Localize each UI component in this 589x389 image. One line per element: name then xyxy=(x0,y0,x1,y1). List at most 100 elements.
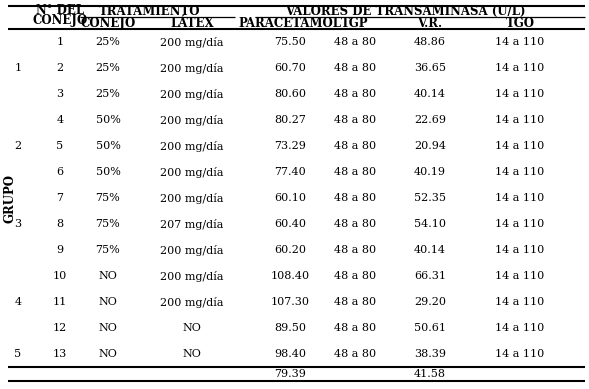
Text: 40.14: 40.14 xyxy=(414,89,446,99)
Text: 200 mg/día: 200 mg/día xyxy=(160,140,224,151)
Text: 75%: 75% xyxy=(95,245,120,255)
Text: 38.39: 38.39 xyxy=(414,349,446,359)
Text: 200 mg/día: 200 mg/día xyxy=(160,296,224,307)
Text: 5: 5 xyxy=(15,349,22,359)
Text: 200 mg/día: 200 mg/día xyxy=(160,193,224,203)
Text: 20.94: 20.94 xyxy=(414,141,446,151)
Text: 48 a 80: 48 a 80 xyxy=(334,193,376,203)
Text: NO: NO xyxy=(183,323,201,333)
Text: 200 mg/día: 200 mg/día xyxy=(160,270,224,282)
Text: 79.39: 79.39 xyxy=(274,369,306,379)
Text: 4: 4 xyxy=(15,297,22,307)
Text: 50%: 50% xyxy=(95,115,120,125)
Text: 207 mg/día: 207 mg/día xyxy=(160,219,224,230)
Text: 48 a 80: 48 a 80 xyxy=(334,63,376,73)
Text: 66.31: 66.31 xyxy=(414,271,446,281)
Text: 48 a 80: 48 a 80 xyxy=(334,323,376,333)
Text: 14 a 110: 14 a 110 xyxy=(495,115,545,125)
Text: 48 a 80: 48 a 80 xyxy=(334,115,376,125)
Text: 48 a 80: 48 a 80 xyxy=(334,271,376,281)
Text: 14 a 110: 14 a 110 xyxy=(495,297,545,307)
Text: 41.58: 41.58 xyxy=(414,369,446,379)
Text: NO: NO xyxy=(98,297,117,307)
Text: 4: 4 xyxy=(57,115,64,125)
Text: 80.60: 80.60 xyxy=(274,89,306,99)
Text: 98.40: 98.40 xyxy=(274,349,306,359)
Text: 10: 10 xyxy=(53,271,67,281)
Text: 52.35: 52.35 xyxy=(414,193,446,203)
Text: PARACETAMOL: PARACETAMOL xyxy=(239,16,342,30)
Text: NO: NO xyxy=(98,271,117,281)
Text: 200 mg/día: 200 mg/día xyxy=(160,89,224,100)
Text: 75%: 75% xyxy=(95,193,120,203)
Text: 14 a 110: 14 a 110 xyxy=(495,141,545,151)
Text: 14 a 110: 14 a 110 xyxy=(495,167,545,177)
Text: 9: 9 xyxy=(57,245,64,255)
Text: 73.29: 73.29 xyxy=(274,141,306,151)
Text: 7: 7 xyxy=(57,193,64,203)
Text: 14 a 110: 14 a 110 xyxy=(495,271,545,281)
Text: 77.40: 77.40 xyxy=(274,167,306,177)
Text: 89.50: 89.50 xyxy=(274,323,306,333)
Text: 29.20: 29.20 xyxy=(414,297,446,307)
Text: NO: NO xyxy=(98,323,117,333)
Text: 11: 11 xyxy=(53,297,67,307)
Text: 14 a 110: 14 a 110 xyxy=(495,63,545,73)
Text: CONEJO: CONEJO xyxy=(32,14,88,27)
Text: 60.10: 60.10 xyxy=(274,193,306,203)
Text: 54.10: 54.10 xyxy=(414,219,446,229)
Text: 14 a 110: 14 a 110 xyxy=(495,89,545,99)
Text: 60.70: 60.70 xyxy=(274,63,306,73)
Text: 200 mg/día: 200 mg/día xyxy=(160,37,224,47)
Text: N° DEL: N° DEL xyxy=(36,4,84,17)
Text: 8: 8 xyxy=(57,219,64,229)
Text: TRATAMIENTO: TRATAMIENTO xyxy=(100,5,201,18)
Text: 75.50: 75.50 xyxy=(274,37,306,47)
Text: 2: 2 xyxy=(15,141,22,151)
Text: 36.65: 36.65 xyxy=(414,63,446,73)
Text: 6: 6 xyxy=(57,167,64,177)
Text: 48 a 80: 48 a 80 xyxy=(334,245,376,255)
Text: 48 a 80: 48 a 80 xyxy=(334,37,376,47)
Text: 3: 3 xyxy=(57,89,64,99)
Text: TGO: TGO xyxy=(505,16,534,30)
Text: 1: 1 xyxy=(57,37,64,47)
Text: LÁTEX: LÁTEX xyxy=(170,16,214,30)
Text: 60.20: 60.20 xyxy=(274,245,306,255)
Text: VALORES DE TRANSAMINASA (U/L): VALORES DE TRANSAMINASA (U/L) xyxy=(284,5,525,18)
Text: 40.19: 40.19 xyxy=(414,167,446,177)
Text: 60.40: 60.40 xyxy=(274,219,306,229)
Text: 50.61: 50.61 xyxy=(414,323,446,333)
Text: 25%: 25% xyxy=(95,89,120,99)
Text: 40.14: 40.14 xyxy=(414,245,446,255)
Text: TGP: TGP xyxy=(341,16,369,30)
Text: 14 a 110: 14 a 110 xyxy=(495,349,545,359)
Text: 48 a 80: 48 a 80 xyxy=(334,167,376,177)
Text: 25%: 25% xyxy=(95,63,120,73)
Text: 48 a 80: 48 a 80 xyxy=(334,349,376,359)
Text: 75%: 75% xyxy=(95,219,120,229)
Text: 5: 5 xyxy=(57,141,64,151)
Text: 3: 3 xyxy=(15,219,22,229)
Text: 14 a 110: 14 a 110 xyxy=(495,219,545,229)
Text: NO: NO xyxy=(183,349,201,359)
Text: 48 a 80: 48 a 80 xyxy=(334,89,376,99)
Text: 200 mg/día: 200 mg/día xyxy=(160,114,224,126)
Text: 12: 12 xyxy=(53,323,67,333)
Text: 200 mg/día: 200 mg/día xyxy=(160,63,224,74)
Text: 14 a 110: 14 a 110 xyxy=(495,323,545,333)
Text: CONEJO: CONEJO xyxy=(80,16,135,30)
Text: 14 a 110: 14 a 110 xyxy=(495,193,545,203)
Text: 1: 1 xyxy=(15,63,22,73)
Text: 22.69: 22.69 xyxy=(414,115,446,125)
Text: 80.27: 80.27 xyxy=(274,115,306,125)
Text: GRUPO: GRUPO xyxy=(4,173,16,223)
Text: 48 a 80: 48 a 80 xyxy=(334,141,376,151)
Text: 50%: 50% xyxy=(95,141,120,151)
Text: 48.86: 48.86 xyxy=(414,37,446,47)
Text: 14 a 110: 14 a 110 xyxy=(495,37,545,47)
Text: 25%: 25% xyxy=(95,37,120,47)
Text: 200 mg/día: 200 mg/día xyxy=(160,245,224,256)
Text: 2: 2 xyxy=(57,63,64,73)
Text: 50%: 50% xyxy=(95,167,120,177)
